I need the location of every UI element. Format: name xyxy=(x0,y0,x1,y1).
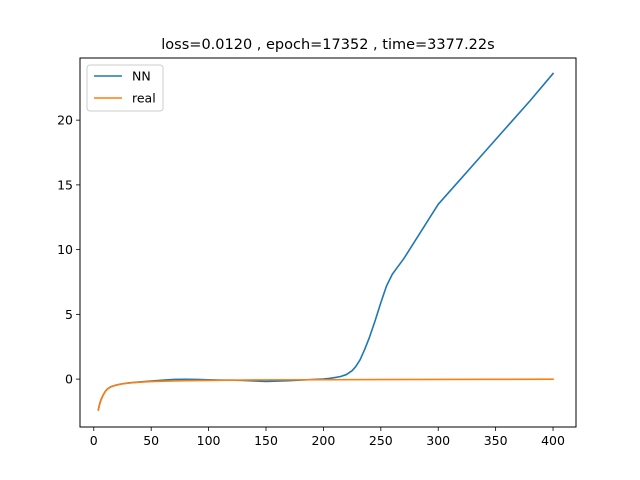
chart-title: loss=0.0120 , epoch=17352 , time=3377.22… xyxy=(161,37,494,53)
y-tick-label: 5 xyxy=(65,307,73,322)
legend: NN real xyxy=(86,64,164,112)
x-tick-label: 50 xyxy=(143,433,159,448)
x-tick-label: 0 xyxy=(90,433,98,448)
y-tick-label: 20 xyxy=(57,113,73,128)
x-tick-label: 350 xyxy=(484,433,508,448)
y-tick-label: 15 xyxy=(57,177,73,192)
y-axis: 0 5 10 15 20 xyxy=(57,113,80,387)
legend-label-real: real xyxy=(132,91,156,106)
legend-label-nn: NN xyxy=(132,69,151,84)
x-tick-label: 300 xyxy=(426,433,450,448)
y-tick-label: 10 xyxy=(57,242,73,257)
plot-lines xyxy=(97,72,555,412)
x-tick-label: 400 xyxy=(541,433,565,448)
plot-frame xyxy=(79,57,577,428)
x-axis: 0 50 100 150 200 250 300 350 400 xyxy=(90,427,565,448)
x-tick-label: 150 xyxy=(254,433,278,448)
x-tick-label: 250 xyxy=(369,433,393,448)
y-tick-label: 0 xyxy=(65,372,73,387)
x-tick-label: 100 xyxy=(197,433,221,448)
x-tick-label: 200 xyxy=(311,433,335,448)
series-line-real xyxy=(97,378,554,412)
